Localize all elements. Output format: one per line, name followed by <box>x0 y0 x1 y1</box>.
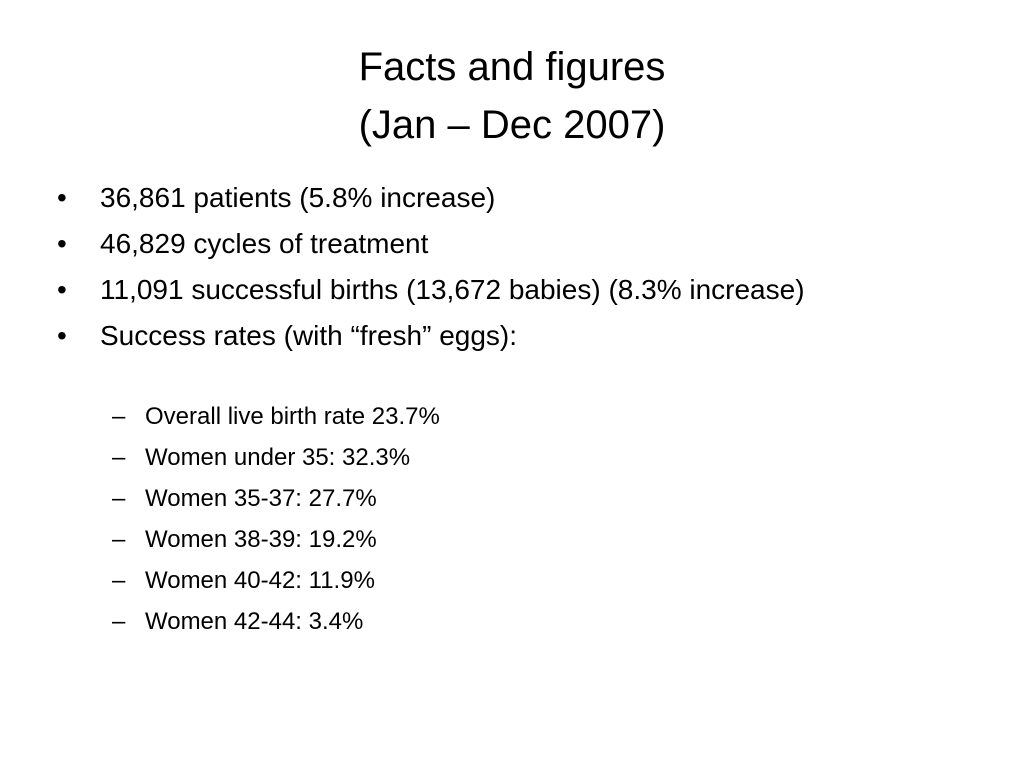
slide-title: Facts and figures (Jan – Dec 2007) <box>0 38 1024 154</box>
sub-bullet-item: – Women 42-44: 3.4% <box>57 607 937 637</box>
sub-bullet-item: – Women 38-39: 19.2% <box>57 525 937 555</box>
sub-bullet-text: Women 38-39: 19.2% <box>145 526 377 553</box>
bullet-marker: • <box>57 320 67 351</box>
bullet-text: Success rates (with “fresh” eggs): <box>100 320 518 351</box>
sub-bullet-marker: – <box>112 444 126 471</box>
sub-bullet-item: – Overall live birth rate 23.7% <box>57 402 937 432</box>
sub-bullet-item: – Women 40-42: 11.9% <box>57 566 937 596</box>
sub-bullet-marker: – <box>112 567 126 594</box>
bullet-item: • 46,829 cycles of treatment <box>57 226 937 262</box>
sub-bullet-text: Women 42-44: 3.4% <box>145 608 364 635</box>
title-line-1: Facts and figures <box>358 45 666 89</box>
bullet-item: • 11,091 successful births (13,672 babie… <box>57 272 937 308</box>
sub-bullet-text: Women under 35: 32.3% <box>145 444 411 471</box>
bullet-text: 36,861 patients (5.8% increase) <box>100 182 496 213</box>
bullet-text: 46,829 cycles of treatment <box>100 228 429 259</box>
bullet-item: • Success rates (with “fresh” eggs): <box>57 318 937 354</box>
sub-bullet-item: – Women 35-37: 27.7% <box>57 484 937 514</box>
bullet-marker: • <box>57 228 67 259</box>
bullet-marker: • <box>57 274 67 305</box>
sub-bullet-item: – Women under 35: 32.3% <box>57 443 937 473</box>
sub-bullet-text: Overall live birth rate 23.7% <box>145 403 440 430</box>
bullet-marker: • <box>57 182 67 213</box>
title-line-2: (Jan – Dec 2007) <box>358 103 666 147</box>
bullet-item: • 36,861 patients (5.8% increase) <box>57 180 937 216</box>
sub-bullet-list: – Overall live birth rate 23.7% – Women … <box>57 402 937 648</box>
sub-bullet-marker: – <box>112 526 126 553</box>
bullet-text: 11,091 successful births (13,672 babies)… <box>100 274 805 305</box>
sub-bullet-marker: – <box>112 608 126 635</box>
bullet-list: • 36,861 patients (5.8% increase) • 46,8… <box>57 180 937 364</box>
sub-bullet-marker: – <box>112 485 126 512</box>
sub-bullet-text: Women 35-37: 27.7% <box>145 485 377 512</box>
sub-bullet-text: Women 40-42: 11.9% <box>145 567 375 594</box>
sub-bullet-marker: – <box>112 403 126 430</box>
